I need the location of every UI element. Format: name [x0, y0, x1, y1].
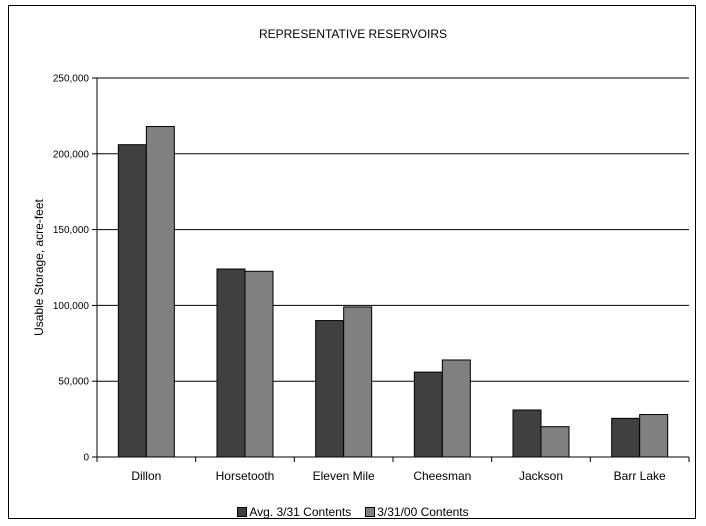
x-category-label: Eleven Mile	[313, 469, 375, 483]
bar-dillon-series-0	[117, 144, 147, 458]
y-axis-title: Usable Storage, acre-feet	[32, 198, 46, 335]
bar-eleven-mile-series-1	[343, 306, 373, 458]
legend-swatch-current	[365, 507, 376, 517]
x-category-label: Barr Lake	[614, 469, 666, 483]
x-category-label: Jackson	[519, 469, 563, 483]
bar-barr-lake-series-1	[639, 414, 669, 458]
x-category-label: Dillon	[131, 469, 161, 483]
x-category-label: Cheesman	[413, 469, 471, 483]
bar-cheesman-series-0	[413, 371, 443, 458]
bar-jackson-series-0	[512, 409, 542, 458]
y-tick-label: 250,000	[53, 74, 90, 85]
y-tick-label: 100,000	[53, 301, 90, 312]
bar-dillon-series-1	[145, 126, 175, 458]
bar-horsetooth-series-0	[216, 268, 246, 458]
y-tick-label: 0	[83, 453, 89, 464]
legend-swatch-avg	[237, 507, 248, 517]
legend-label-avg: Avg. 3/31 Contents	[249, 505, 352, 519]
legend-label-current: 3/31/00 Contents	[377, 505, 469, 519]
bar-barr-lake-series-0	[611, 417, 641, 458]
x-category-label: Horsetooth	[216, 469, 275, 483]
bar-cheesman-series-1	[441, 359, 471, 458]
y-tick-label: 50,000	[58, 377, 89, 388]
y-tick-label: 200,000	[53, 149, 90, 160]
legend-item-avg: Avg. 3/31 Contents	[237, 505, 351, 519]
bar-jackson-series-1	[540, 426, 570, 458]
bar-eleven-mile-series-0	[315, 320, 345, 458]
legend: Avg. 3/31 Contents 3/31/00 Contents	[0, 505, 706, 519]
chart-title: REPRESENTATIVE RESERVOIRS	[258, 27, 448, 41]
legend-item-current: 3/31/00 Contents	[365, 505, 469, 519]
bar-horsetooth-series-1	[244, 270, 274, 458]
y-tick-label: 150,000	[53, 225, 90, 236]
